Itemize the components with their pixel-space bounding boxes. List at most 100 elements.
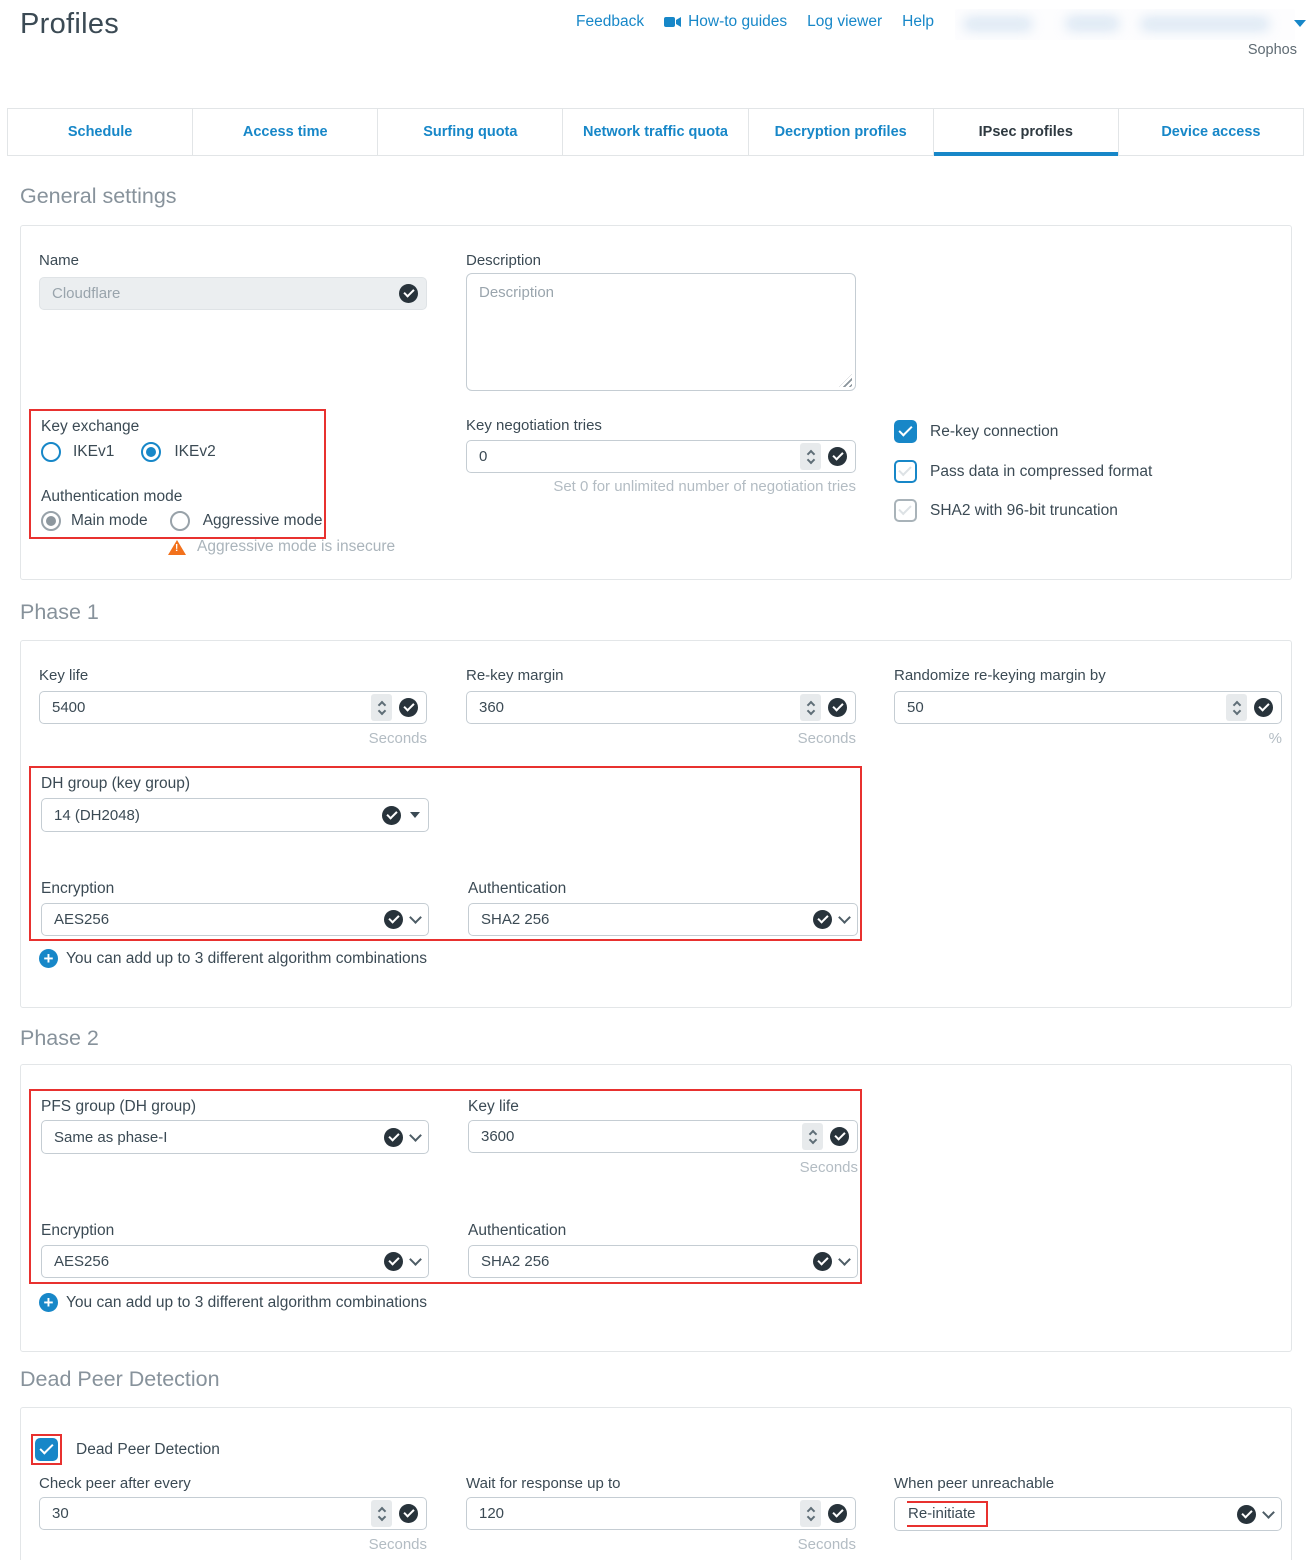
- p1-note-text: You can add up to 3 different algorithm …: [66, 949, 428, 967]
- chevron-down-icon[interactable]: [1262, 1505, 1275, 1519]
- number-stepper[interactable]: [800, 1500, 821, 1527]
- caret-down-icon[interactable]: [1294, 20, 1306, 27]
- p2-pfs-group-value: Same as phase-I: [54, 1128, 168, 1146]
- p1-key-life-label: Key life: [39, 667, 89, 684]
- howto-guides-link[interactable]: How-to guides: [664, 13, 787, 31]
- dpd-wait-input[interactable]: 120: [466, 1497, 856, 1530]
- dpd-unreachable-label: When peer unreachable: [894, 1475, 1055, 1492]
- aggressive-mode-warning: Aggressive mode is insecure: [168, 538, 395, 556]
- number-stepper[interactable]: [802, 1123, 823, 1150]
- radio-ikev1[interactable]: [41, 442, 61, 462]
- dpd-checkbox-highlight-box: [31, 1434, 62, 1465]
- number-stepper[interactable]: [371, 1500, 392, 1527]
- key-negotiation-input[interactable]: 0: [466, 440, 856, 473]
- plus-circle-icon[interactable]: +: [39, 1293, 58, 1312]
- name-label: Name: [39, 252, 80, 269]
- dpd-enable-checkbox[interactable]: [35, 1438, 58, 1461]
- p2-encryption-label: Encryption: [41, 1222, 115, 1239]
- tab-ipsec-profiles[interactable]: IPsec profiles: [933, 109, 1119, 156]
- tab-device-access[interactable]: Device access: [1161, 124, 1261, 140]
- p1-rekey-margin-unit: Seconds: [797, 730, 856, 747]
- p2-authentication-select[interactable]: SHA2 256: [468, 1245, 858, 1278]
- p1-randomize-label: Randomize re-keying margin by: [894, 667, 1106, 684]
- sha2-truncation-row: SHA2 with 96-bit truncation: [894, 499, 1118, 522]
- tab-decryption-profiles[interactable]: Decryption profiles: [749, 109, 934, 155]
- log-viewer-link[interactable]: Log viewer: [807, 13, 883, 30]
- page-title: Profiles: [20, 8, 120, 40]
- dpd-enable-label: Dead Peer Detection: [76, 1441, 220, 1458]
- p1-encryption-label: Encryption: [41, 880, 115, 897]
- general-settings-title: General settings: [20, 184, 177, 208]
- description-textarea[interactable]: [467, 274, 855, 390]
- valid-check-icon: [399, 284, 418, 303]
- valid-check-icon: [828, 447, 847, 466]
- p2-key-life-value: 3600: [481, 1128, 515, 1145]
- p1-randomize-unit: %: [1268, 730, 1282, 747]
- p1-authentication-select[interactable]: SHA2 256: [468, 903, 858, 936]
- key-exchange-highlight-box: Key exchange IKEv1 IKEv2 Authentication …: [29, 409, 326, 539]
- radio-aggressive-mode-label: Aggressive mode: [202, 512, 323, 529]
- dpd-title: Dead Peer Detection: [20, 1367, 220, 1391]
- tab-access-time[interactable]: Access time: [193, 109, 379, 155]
- tab-schedule[interactable]: Schedule: [8, 109, 194, 155]
- general-settings-panel: Name Cloudflare Description Key exchange…: [20, 225, 1292, 580]
- dpd-unreachable-select[interactable]: Re-initiate: [894, 1497, 1282, 1531]
- p1-encryption-value: AES256: [54, 911, 110, 928]
- dpd-check-peer-value: 30: [52, 1505, 69, 1522]
- p1-dh-group-select[interactable]: 14 (DH2048): [41, 798, 429, 832]
- radio-main-mode[interactable]: [41, 511, 61, 531]
- number-stepper[interactable]: [1226, 694, 1247, 721]
- dropdown-triangle-icon[interactable]: [410, 812, 420, 818]
- p2-algorithms-highlight-box: PFS group (DH group) Same as phase-I Key…: [29, 1089, 862, 1284]
- description-field-wrap: [466, 273, 856, 391]
- chevron-down-icon[interactable]: [838, 911, 851, 924]
- chevron-down-icon[interactable]: [838, 1253, 851, 1266]
- number-stepper[interactable]: [800, 694, 821, 721]
- p2-key-life-input[interactable]: 3600: [468, 1120, 858, 1153]
- valid-check-icon: [828, 1504, 847, 1523]
- sha2-truncation-checkbox[interactable]: [894, 499, 917, 522]
- number-stepper[interactable]: [371, 694, 392, 721]
- number-stepper[interactable]: [800, 443, 821, 470]
- p1-key-life-input[interactable]: 5400: [39, 691, 427, 724]
- p1-encryption-select[interactable]: AES256: [41, 903, 429, 936]
- stepper-down-icon[interactable]: [806, 455, 815, 464]
- p1-rekey-margin-input[interactable]: 360: [466, 691, 856, 724]
- profile-tabbar: Schedule Access time Surfing quota Netwo…: [7, 108, 1304, 156]
- p2-encryption-value: AES256: [54, 1253, 110, 1270]
- p2-authentication-label: Authentication: [468, 1222, 567, 1239]
- key-negotiation-value: 0: [479, 448, 488, 465]
- rekey-connection-checkbox[interactable]: [894, 420, 917, 443]
- p2-note-text: You can add up to 3 different algorithm …: [66, 1293, 428, 1311]
- chevron-down-icon[interactable]: [409, 911, 422, 924]
- compressed-format-checkbox[interactable]: [894, 460, 917, 483]
- p1-dh-group-value: 14 (DH2048): [54, 806, 140, 824]
- p1-algorithms-highlight-box: DH group (key group) 14 (DH2048) Encrypt…: [29, 766, 862, 941]
- key-negotiation-label: Key negotiation tries: [466, 417, 602, 434]
- p1-add-combination-note: + You can add up to 3 different algorith…: [39, 949, 427, 968]
- p2-authentication-value: SHA2 256: [481, 1253, 550, 1270]
- radio-aggressive-mode[interactable]: [169, 511, 190, 531]
- phase1-panel: Key life 5400 Seconds Re-key margin 360 …: [20, 640, 1292, 1008]
- warning-text: Aggressive mode is insecure: [197, 538, 396, 555]
- feedback-link[interactable]: Feedback: [576, 13, 645, 30]
- tab-surfing-quota[interactable]: Surfing quota: [378, 109, 564, 155]
- dpd-check-peer-input[interactable]: 30: [39, 1497, 427, 1530]
- valid-check-icon: [813, 910, 832, 929]
- p1-randomize-input[interactable]: 50: [894, 691, 1282, 724]
- howto-guides-label: How-to guides: [688, 13, 788, 30]
- chevron-down-icon[interactable]: [409, 1253, 422, 1266]
- help-link[interactable]: Help: [902, 13, 935, 30]
- name-field: Cloudflare: [39, 277, 427, 310]
- radio-ikev2[interactable]: [141, 442, 162, 462]
- rekey-connection-label: Re-key connection: [930, 422, 1059, 440]
- p1-authentication-value: SHA2 256: [481, 911, 550, 928]
- p2-encryption-select[interactable]: AES256: [41, 1245, 429, 1278]
- chevron-down-icon[interactable]: [409, 1128, 422, 1142]
- tab-network-traffic-quota[interactable]: Network traffic quota: [563, 109, 749, 155]
- top-nav: Feedback How-to guides Log viewer Help: [576, 13, 934, 31]
- p2-pfs-group-select[interactable]: Same as phase-I: [41, 1120, 429, 1154]
- plus-circle-icon[interactable]: +: [39, 949, 58, 968]
- p1-authentication-label: Authentication: [468, 880, 567, 897]
- account-selector-redacted[interactable]: [955, 9, 1295, 40]
